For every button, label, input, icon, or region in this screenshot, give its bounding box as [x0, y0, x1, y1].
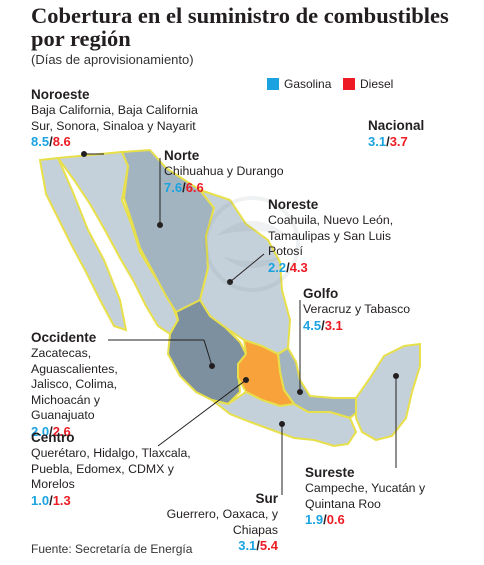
- source-note: Fuente: Secretaría de Energía: [31, 542, 193, 556]
- centro-name: Centro: [31, 430, 75, 445]
- dot-sureste: [393, 373, 399, 379]
- dot-golfo: [297, 389, 303, 395]
- noreste-diesel: 4.3: [289, 259, 308, 275]
- golfo-diesel: 3.1: [324, 317, 343, 333]
- page-title: Cobertura en el suministro de combustibl…: [31, 3, 449, 51]
- noreste-values: 2.2/4.3: [268, 259, 308, 275]
- leader-centro: [157, 379, 247, 447]
- label-occidente: Occidente Zacatecas, Aguascalientes, Jal…: [31, 330, 151, 440]
- dot-noreste: [227, 279, 233, 285]
- region-shape-sur: [211, 390, 358, 448]
- golfo-states: Veracruz y Tabasco: [303, 302, 411, 316]
- noroeste-values: 8.5/8.6: [31, 134, 71, 149]
- dot-sur: [279, 421, 285, 427]
- golfo-values: 4.5/3.1: [303, 317, 343, 333]
- occidente-diesel: 2.6: [52, 423, 71, 439]
- label-nacional: Nacional 3.1/3.7: [368, 118, 424, 150]
- norte-states: Chihuahua y Durango: [164, 164, 284, 178]
- norte-values: 7.6/6.6: [164, 179, 204, 195]
- nacional-diesel: 3.7: [389, 134, 408, 149]
- norte-name: Norte: [164, 148, 200, 163]
- sur-name: Sur: [255, 491, 278, 506]
- sureste-name: Sureste: [305, 465, 355, 480]
- diesel-swatch: [343, 78, 355, 90]
- label-centro: Centro Querétaro, Hidalgo, Tlaxcala, Pue…: [31, 430, 206, 509]
- occidente-states: Zacatecas, Aguascalientes, Jalisco, Coli…: [31, 346, 118, 422]
- sur-values: 3.1/5.4: [238, 538, 278, 553]
- noroeste-states: Baja California, Baja California Sur, So…: [31, 103, 198, 133]
- noroeste-name: Noroeste: [31, 87, 90, 102]
- sureste-gasolina: 1.9: [305, 512, 324, 527]
- sureste-diesel: 0.6: [326, 512, 345, 527]
- dot-noroeste: [81, 151, 87, 157]
- sur-states: Guerrero, Oaxaca, y Chiapas: [166, 507, 278, 537]
- centro-states: Querétaro, Hidalgo, Tlaxcala, Puebla, Ed…: [31, 446, 191, 491]
- noreste-name: Noreste: [268, 197, 319, 212]
- legend-diesel-label: Diesel: [360, 77, 394, 91]
- watermark-emblem: [204, 196, 300, 292]
- noreste-gasolina: 2.2: [268, 259, 287, 275]
- legend-diesel: Diesel: [343, 77, 393, 91]
- nacional-name: Nacional: [368, 118, 425, 133]
- norte-gasolina: 7.6: [164, 179, 183, 195]
- sureste-values: 1.9/0.6: [305, 512, 345, 527]
- centro-diesel: 1.3: [52, 492, 71, 508]
- label-sur: Sur Guerrero, Oaxaca, y Chiapas 3.1/5.4: [158, 491, 278, 554]
- sureste-states: Campeche, Yucatán y Quintana Roo: [305, 481, 426, 511]
- golfo-gasolina: 4.5: [303, 317, 322, 333]
- norte-diesel: 6.6: [185, 179, 204, 195]
- nacional-gasolina: 3.1: [368, 134, 387, 149]
- legend-gasolina-label: Gasolina: [284, 77, 332, 91]
- sur-gasolina: 3.1: [238, 538, 257, 553]
- golfo-name: Golfo: [303, 286, 339, 301]
- page-subtitle: (Días de aprovisionamiento): [31, 52, 194, 67]
- label-noreste: Noreste Coahuila, Nuevo León, Tamaulipas…: [268, 197, 418, 276]
- centro-values: 1.0/1.3: [31, 492, 71, 508]
- region-shape-baja: [38, 156, 128, 332]
- occidente-values: 2.0/2.6: [31, 423, 71, 439]
- label-noroeste: Noroeste Baja California, Baja Californi…: [31, 87, 201, 150]
- label-sureste: Sureste Campeche, Yucatán y Quintana Roo…: [305, 465, 455, 528]
- legend-gasolina: Gasolina: [267, 77, 331, 91]
- leader-occidente-2: [203, 339, 213, 367]
- leader-noreste: [229, 253, 265, 283]
- occidente-name: Occidente: [31, 330, 97, 345]
- noreste-states: Coahuila, Nuevo León, Tamaulipas y San L…: [268, 213, 394, 258]
- dot-occidente: [209, 363, 215, 369]
- centro-gasolina: 1.0: [31, 492, 50, 508]
- label-golfo: Golfo Veracruz y Tabasco 4.5/3.1: [303, 286, 453, 334]
- occidente-gasolina: 2.0: [31, 423, 50, 439]
- sur-diesel: 5.4: [259, 538, 278, 553]
- gasolina-swatch: [267, 78, 279, 90]
- dot-centro: [243, 377, 249, 383]
- nacional-values: 3.1/3.7: [368, 134, 408, 149]
- noroeste-diesel: 8.6: [52, 134, 71, 149]
- noroeste-gasolina: 8.5: [31, 134, 50, 149]
- label-norte: Norte Chihuahua y Durango 7.6/6.6: [164, 148, 304, 196]
- region-shape-occidente: [166, 298, 248, 406]
- region-shape-sureste: [355, 342, 421, 442]
- dot-norte: [157, 222, 163, 228]
